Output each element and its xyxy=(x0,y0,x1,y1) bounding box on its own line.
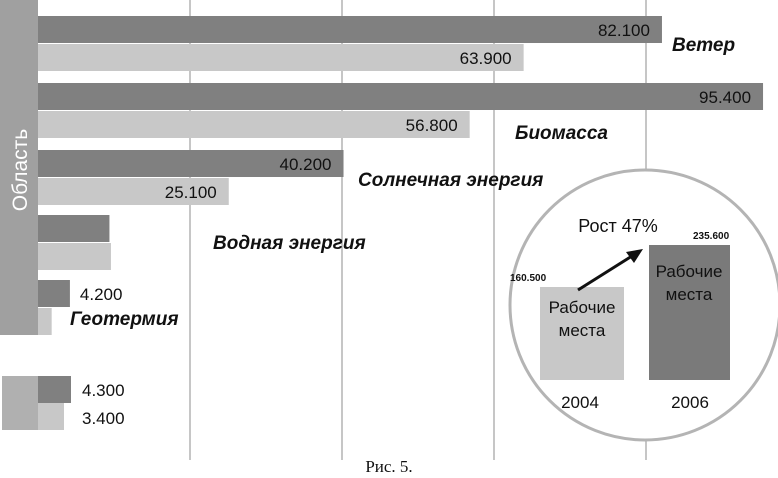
inset-title: Рост 47% xyxy=(578,216,658,236)
legend: 4.300 3.400 xyxy=(2,376,125,430)
bar-geothermal-light xyxy=(38,308,52,335)
bar-label-solar-light: 25.100 xyxy=(165,183,217,202)
bar-label-wind-dark: 82.100 xyxy=(598,21,650,40)
y-axis-title: Область xyxy=(9,129,32,211)
bar-label-biomass-light: 56.800 xyxy=(406,116,458,135)
growth-arrow-head xyxy=(626,249,643,263)
bar-hydro-light xyxy=(38,243,111,270)
inset-year-2006: 2006 xyxy=(671,393,709,412)
inset-bar-2006-text-1: Рабочие xyxy=(656,262,723,281)
bar-biomass-light xyxy=(38,111,470,138)
inset-bar-2004-text-1: Рабочие xyxy=(549,298,616,317)
legend-label-light: 3.400 xyxy=(82,409,125,428)
growth-arrow xyxy=(577,254,633,292)
bar-label-solar-dark: 40.200 xyxy=(280,155,332,174)
inset-chart: Рост 47% 160.500 235.600 Рабочие места Р… xyxy=(508,168,778,442)
inset-bar-2006-text-2: места xyxy=(666,285,713,304)
bar-wind-light xyxy=(38,44,524,71)
inset-bar-2004-text-2: места xyxy=(559,321,606,340)
bar-label-wind-light: 63.900 xyxy=(460,49,512,68)
inset-bar-2006 xyxy=(649,245,730,380)
bar-label-geothermal-dark: 4.200 xyxy=(80,285,123,304)
category-label-solar: Солнечная энергия xyxy=(358,170,543,191)
category-label-biomass: Биомасса xyxy=(515,123,608,144)
bar-hydro-dark xyxy=(38,215,110,242)
bar-solar-light xyxy=(38,178,229,205)
bar-solar-dark xyxy=(38,150,344,177)
category-label-wind: Ветер xyxy=(672,35,735,56)
inset-value-2006: 235.600 xyxy=(693,231,730,242)
legend-swatch-2004 xyxy=(38,403,64,430)
inset-year-2004: 2004 xyxy=(561,393,599,412)
bars: 82.100 63.900 95.400 56.800 40.200 25.100 4.20… xyxy=(38,16,764,335)
bar-wind-dark xyxy=(38,16,662,43)
axis-label-panel xyxy=(0,0,38,335)
inset-bar-2004 xyxy=(540,287,624,380)
category-label-geothermal: Геотермия xyxy=(70,309,179,330)
inset-value-2004: 160.500 xyxy=(510,273,547,284)
figure-caption: Рис. 5. xyxy=(365,457,412,476)
legend-label-dark: 4.300 xyxy=(82,381,125,400)
category-labels: Ветер Биомасса Солнечная энергия Водная … xyxy=(70,35,735,330)
bar-geothermal-dark xyxy=(38,280,70,307)
bar-biomass-dark xyxy=(38,83,764,110)
legend-swatch-2006 xyxy=(38,376,71,403)
bar-label-biomass-dark: 95.400 xyxy=(699,88,751,107)
category-label-hydro: Водная энергия xyxy=(213,233,366,254)
legend-swatch-block xyxy=(2,376,38,430)
